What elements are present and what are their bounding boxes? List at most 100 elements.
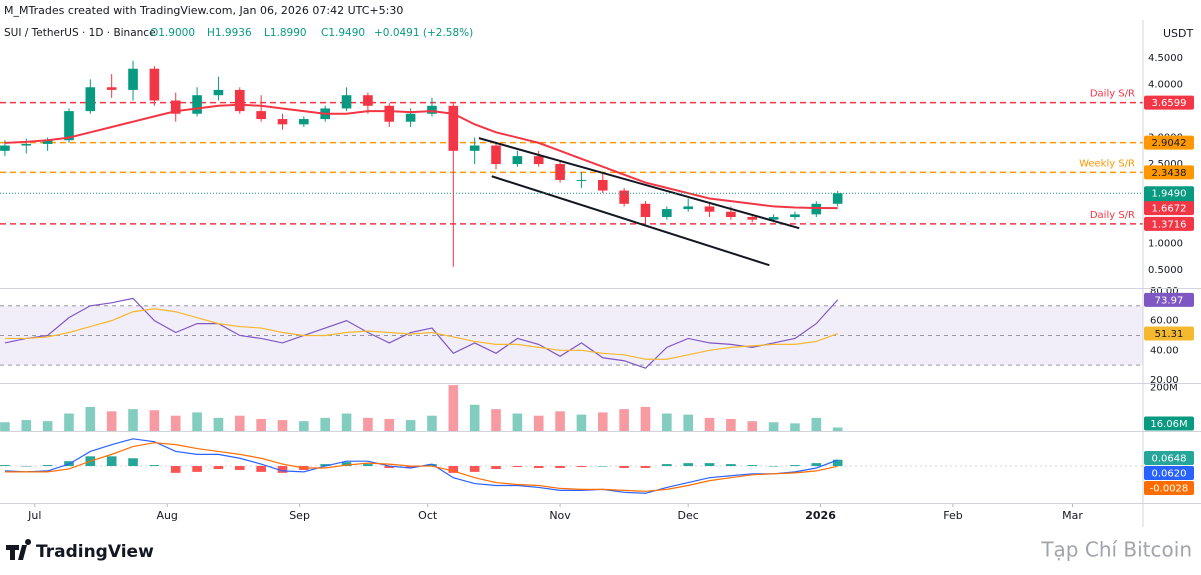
level-label-bg	[1144, 165, 1194, 180]
volume-bar	[384, 418, 395, 431]
y-tick-label: 2.5000	[1148, 159, 1183, 170]
y-tick-label: 1.0000	[1148, 239, 1183, 250]
macd-histogram	[469, 466, 480, 472]
macd-histogram	[106, 456, 117, 467]
volume-bar	[576, 414, 587, 431]
rsi-label-bg	[1144, 326, 1194, 341]
candle-body	[597, 179, 608, 191]
macd-label-bg	[1144, 466, 1194, 480]
level-label: 3.6599	[1152, 98, 1187, 109]
macd-histogram	[21, 466, 32, 467]
macd-label: -0.0028	[1150, 484, 1189, 495]
macd-histogram	[768, 466, 779, 467]
volume-bar	[320, 417, 331, 431]
x-tick-label: Aug	[156, 509, 177, 522]
candle-body	[341, 95, 352, 109]
volume-bar	[170, 415, 181, 431]
candle-body	[64, 111, 74, 141]
macd-line	[4, 442, 838, 492]
volume-bar	[832, 427, 843, 431]
volume-bar	[277, 420, 288, 431]
candle-body	[170, 100, 181, 114]
volume-bar	[149, 410, 160, 431]
moving-average	[4, 103, 838, 210]
x-tick-label: Nov	[549, 509, 571, 522]
x-tick-label: Sep	[289, 509, 310, 522]
macd-histogram	[555, 466, 565, 468]
volume-bar	[747, 421, 758, 431]
candle-body	[85, 87, 96, 112]
macd-histogram	[192, 466, 202, 472]
volume-bar	[21, 420, 32, 431]
level-annotation: Weekly S/R	[1079, 158, 1135, 169]
volume-bar	[469, 404, 480, 431]
x-tick-label: Dec	[678, 509, 699, 522]
macd-histogram	[640, 466, 651, 468]
y-tick-label: 80.00	[1150, 286, 1179, 297]
candle-body	[469, 145, 480, 151]
volume-bar	[683, 414, 693, 431]
volume-bar	[106, 411, 117, 431]
candle-body	[128, 68, 138, 90]
level-label: 2.3438	[1152, 168, 1187, 179]
candle-body	[405, 113, 416, 122]
rsi-label: 51.31	[1155, 329, 1184, 340]
volume-bar	[341, 413, 352, 431]
volume-bar	[256, 418, 266, 431]
last-price: 1.9490	[1152, 189, 1187, 200]
volume-label: 16.06M	[1150, 419, 1187, 430]
macd-histogram	[42, 465, 53, 467]
level-label: 2.9042	[1152, 138, 1187, 149]
macd-histogram	[619, 466, 629, 468]
volume-bar	[85, 406, 96, 431]
level-label: 1.3716	[1152, 219, 1187, 230]
macd-histogram	[384, 466, 395, 468]
volume-bar	[0, 422, 10, 431]
macd-histogram	[170, 466, 181, 473]
candle-body	[42, 140, 53, 144]
histogram-label-bg	[1144, 451, 1194, 465]
rsi-label: 73.97	[1155, 295, 1184, 306]
candle-body	[192, 95, 202, 114]
volume-bar	[619, 409, 629, 431]
candle-body	[747, 217, 758, 220]
macd-histogram	[405, 466, 416, 468]
trendline	[478, 137, 800, 230]
volume-bar	[128, 409, 138, 431]
y-tick-label: 40.00	[1150, 345, 1179, 356]
level-annotation: Daily S/R	[1090, 89, 1135, 100]
volume-bar	[405, 420, 416, 431]
ma-label: 1.6672	[1152, 204, 1187, 215]
candle-body	[832, 193, 843, 204]
volume-bar	[597, 412, 608, 431]
macd-histogram	[213, 466, 224, 469]
rsi-line	[4, 308, 838, 360]
volume-bar	[64, 413, 74, 431]
ohlc-value: L1.8990	[264, 27, 307, 39]
macd-histogram	[363, 464, 373, 467]
macd-histogram	[747, 465, 758, 467]
y-tick-label: 4.5000	[1148, 53, 1183, 64]
candle-body	[256, 111, 266, 120]
volume-label-bg	[1144, 416, 1194, 431]
candle-body	[768, 217, 779, 220]
macd-label: 0.0620	[1152, 469, 1187, 480]
macd-histogram	[512, 466, 523, 468]
macd-histogram	[533, 466, 544, 468]
candle-body	[533, 156, 544, 165]
candle-body	[277, 119, 288, 125]
candle-body	[213, 89, 224, 96]
candle-body	[491, 145, 501, 165]
ma-label-bg	[1144, 201, 1194, 216]
volume-bar	[363, 417, 373, 431]
candle-body	[427, 105, 437, 114]
y-tick-label: 200M	[1150, 382, 1178, 393]
price-change: +0.0491 (+2.58%)	[374, 27, 473, 39]
candle-body	[0, 145, 10, 151]
macd-histogram	[576, 466, 587, 468]
candle-body	[683, 206, 693, 210]
macd-histogram	[234, 466, 245, 470]
candle-body	[726, 211, 736, 218]
